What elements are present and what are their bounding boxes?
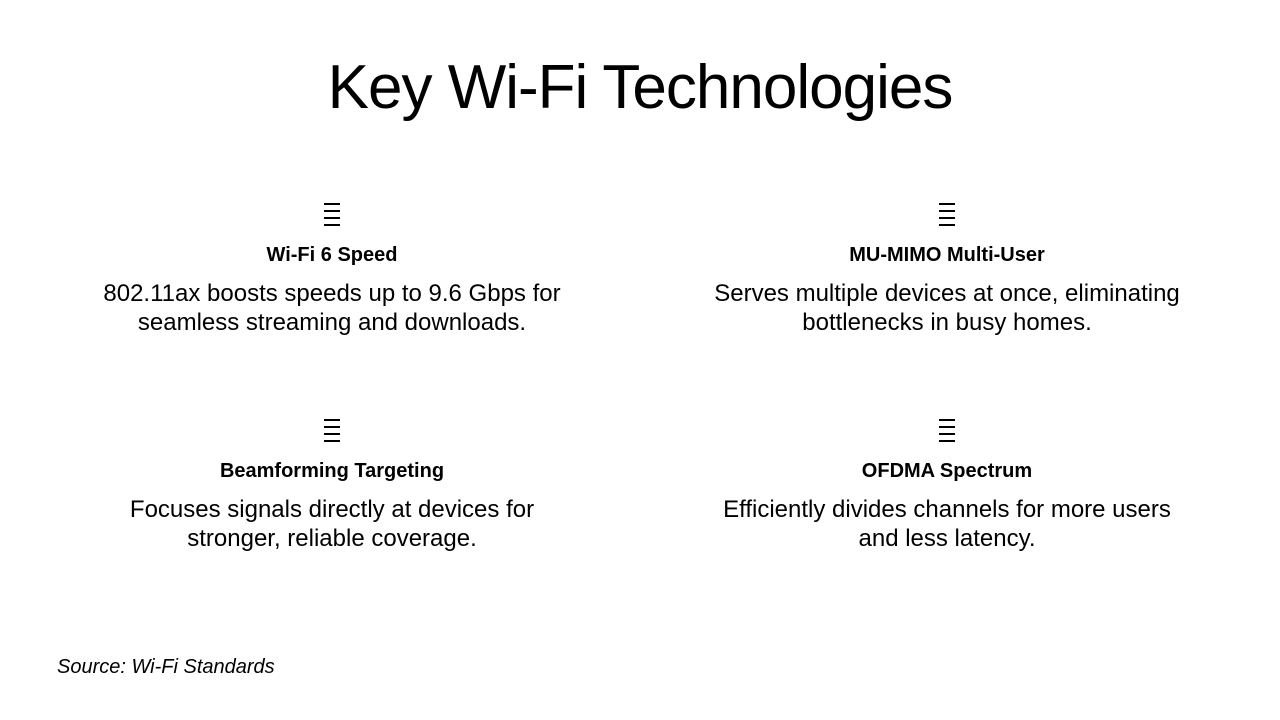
- menu-lines-icon: [939, 419, 955, 442]
- page-title: Key Wi-Fi Technologies: [327, 53, 954, 122]
- feature-card: MU-MIMO Multi-User Serves multiple devic…: [667, 203, 1227, 337]
- card-description: Efficiently divides channels for more us…: [723, 496, 1171, 552]
- menu-lines-icon: [324, 203, 340, 226]
- feature-card: OFDMA Spectrum Efficiently divides chann…: [667, 419, 1227, 553]
- source-note: Source: Wi-Fi Standards: [57, 656, 275, 678]
- menu-lines-icon: [939, 203, 955, 226]
- card-title: MU-MIMO Multi-User: [849, 244, 1045, 266]
- card-description: Serves multiple devices at once, elimina…: [714, 280, 1180, 336]
- card-description: 802.11ax boosts speeds up to 9.6 Gbps fo…: [103, 280, 561, 336]
- card-title: Wi-Fi 6 Speed: [266, 244, 398, 266]
- feature-card: Wi-Fi 6 Speed 802.11ax boosts speeds up …: [52, 203, 612, 337]
- menu-lines-icon: [324, 419, 340, 442]
- feature-card: Beamforming Targeting Focuses signals di…: [52, 419, 612, 553]
- card-description: Focuses signals directly at devices for …: [129, 496, 535, 552]
- card-title: Beamforming Targeting: [219, 460, 445, 482]
- card-title: OFDMA Spectrum: [861, 460, 1033, 482]
